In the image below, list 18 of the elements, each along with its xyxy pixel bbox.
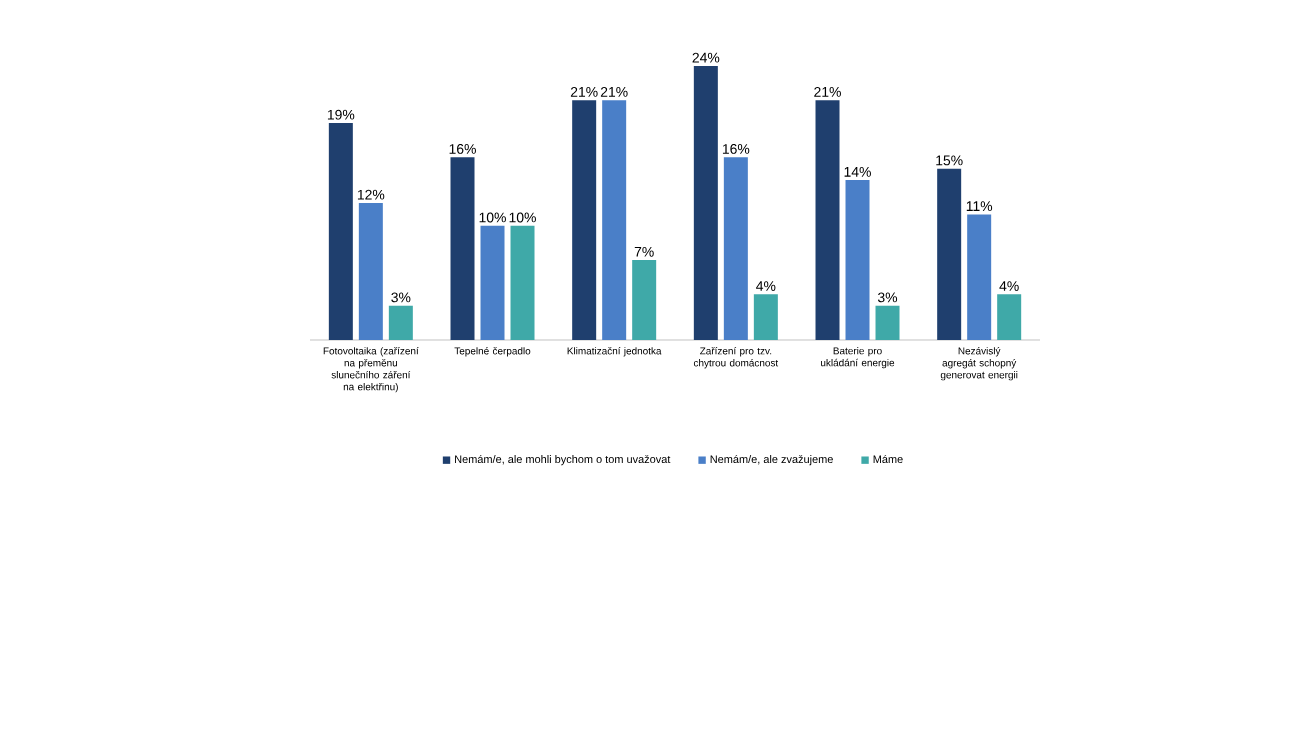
bar — [875, 305, 900, 340]
bar — [358, 202, 383, 340]
bar — [937, 168, 962, 340]
bar — [480, 225, 505, 340]
bar — [845, 180, 870, 340]
bar — [572, 100, 597, 340]
bar — [632, 260, 657, 340]
bar — [967, 214, 992, 340]
bar — [602, 100, 627, 340]
bar — [693, 65, 718, 340]
bar — [815, 100, 840, 340]
bar — [723, 157, 748, 340]
bar — [997, 294, 1022, 340]
bar — [510, 225, 535, 340]
bar — [753, 294, 778, 340]
bar — [450, 157, 475, 340]
bar — [328, 123, 353, 340]
bar — [388, 305, 413, 340]
